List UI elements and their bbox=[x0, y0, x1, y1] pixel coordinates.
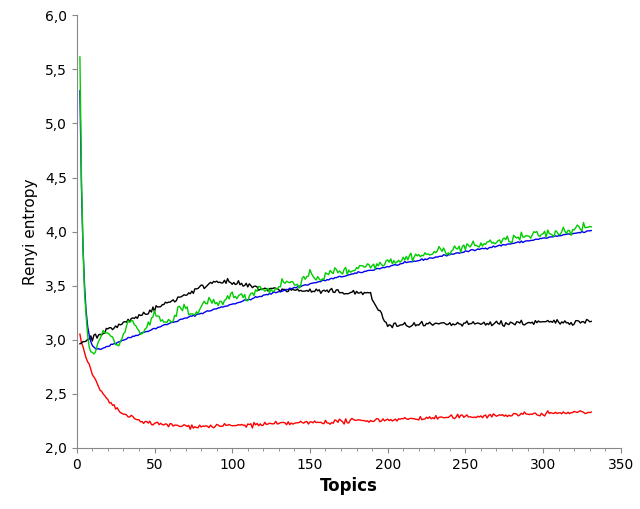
Y-axis label: Renyi entropy: Renyi entropy bbox=[23, 178, 38, 285]
X-axis label: Topics: Topics bbox=[320, 477, 378, 495]
